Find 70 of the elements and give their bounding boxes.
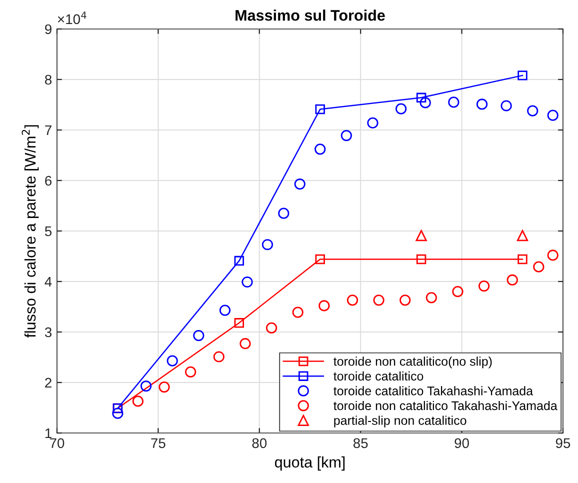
point (140, 380, 152, 392)
legend-label: toroide catalitico (334, 371, 424, 381)
point (400, 294, 411, 306)
point (318, 300, 330, 312)
y-axis-title: flusso di calore a parete [W/m$^{2}$] (22, 125, 39, 338)
point (315, 104, 325, 114)
point (396, 103, 407, 114)
point (185, 366, 196, 378)
point (166, 355, 178, 366)
legend-label: toroide catalitico Takahashi-Yamada (334, 386, 534, 396)
point (516, 230, 528, 242)
legend-label: toroide non catalitico Takahashi-Yamada (334, 400, 558, 410)
point (213, 351, 224, 362)
point (234, 256, 244, 266)
x-tick-label: 90 (454, 438, 469, 448)
point (416, 230, 427, 242)
y-tick-label: 4 (44, 276, 52, 287)
legend-label: toroide non catalitico(no slip) (334, 356, 492, 368)
x-tick-label: 75 (151, 438, 166, 448)
point (452, 286, 464, 298)
point (266, 322, 278, 334)
y-tick-label: 3 (44, 327, 52, 338)
point (506, 274, 518, 286)
point (262, 239, 274, 250)
legend-label: partial-slip non catalitico (334, 416, 466, 428)
point (346, 294, 358, 306)
point (416, 254, 426, 264)
point (193, 330, 204, 342)
point (278, 208, 290, 219)
point (518, 70, 528, 80)
y-tick-label: 8 (45, 74, 52, 85)
point (448, 96, 460, 108)
point (234, 318, 244, 328)
point (294, 178, 306, 190)
point (367, 117, 378, 128)
x-tick-label: 70 (50, 438, 64, 448)
point (500, 100, 512, 112)
chart-title: Massimo sul Toroide (236, 10, 385, 21)
point (547, 250, 558, 261)
point (315, 254, 325, 264)
point (476, 98, 488, 110)
point (426, 292, 437, 304)
point (478, 280, 490, 292)
x-tick-label: 80 (252, 438, 267, 448)
y-tick-label: 1 (45, 428, 52, 438)
point (533, 261, 544, 272)
point (527, 105, 538, 116)
point (240, 338, 251, 350)
point (292, 306, 304, 318)
point (373, 294, 384, 306)
y-tick-label: 7 (45, 125, 52, 136)
point (112, 408, 124, 419)
point (518, 254, 528, 264)
point (314, 144, 326, 155)
point (132, 396, 144, 407)
text: ×10$^{4}$ (58, 12, 86, 24)
point (547, 110, 558, 121)
point (158, 381, 170, 393)
point (416, 92, 426, 103)
x-axis-title: quota [km] (274, 456, 345, 471)
point (242, 276, 253, 288)
y-tick-label: 2 (45, 378, 52, 388)
point (219, 304, 231, 316)
y-tick-label: 9 (45, 24, 52, 34)
y-tick-label: 6 (45, 176, 52, 186)
point (340, 130, 352, 142)
y-tick-label: 5 (44, 226, 52, 236)
x-tick-label: 95 (556, 438, 570, 448)
x-tick-label: 85 (353, 438, 368, 448)
point (420, 97, 431, 108)
